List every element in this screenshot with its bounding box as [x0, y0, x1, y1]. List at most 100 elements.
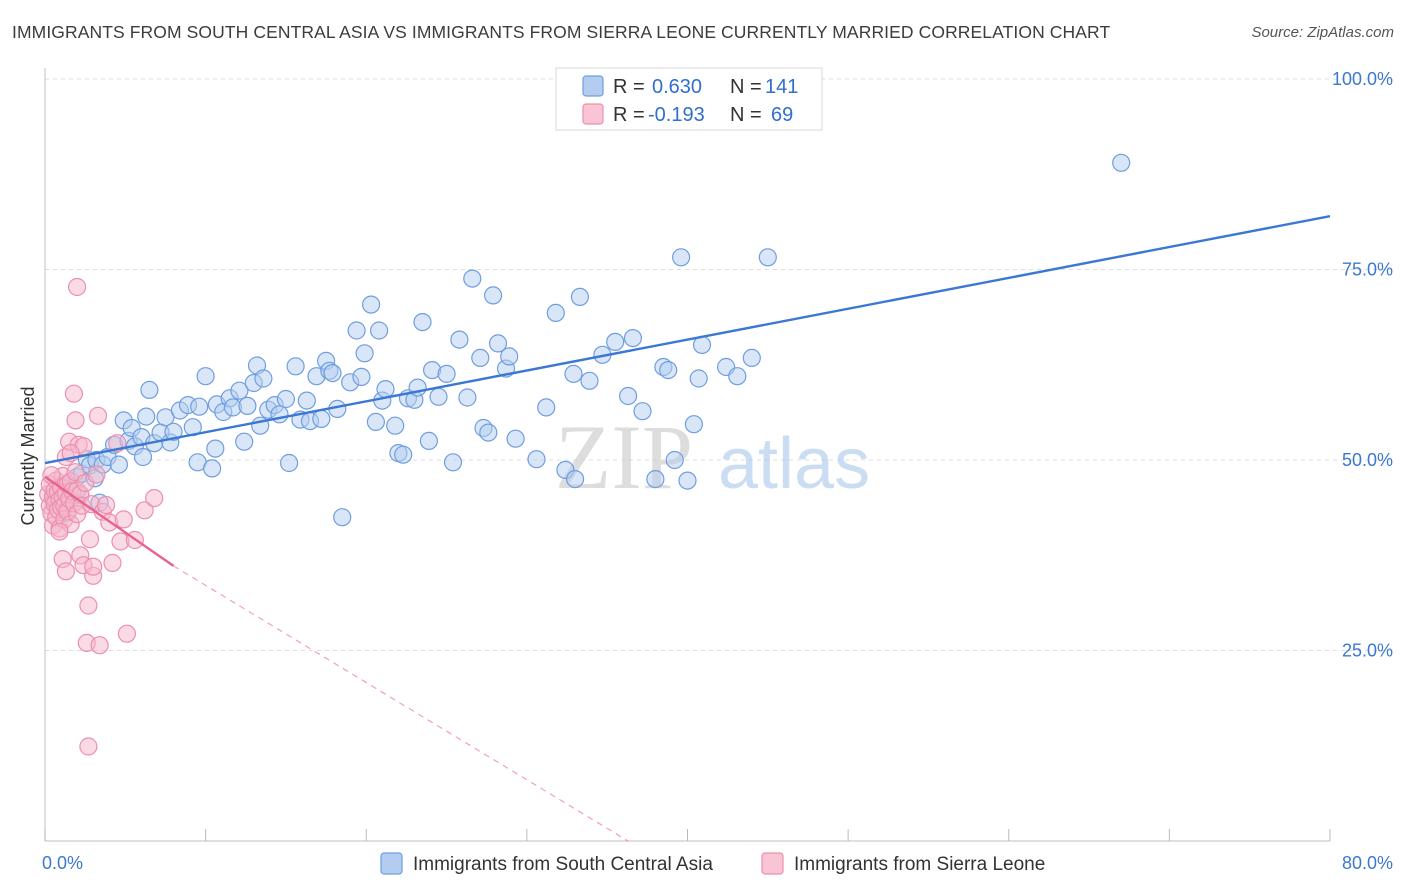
chart-source: Source: ZipAtlas.com: [1251, 24, 1394, 41]
point-south-central-asia: [355, 344, 374, 363]
point-south-central-asia: [333, 508, 352, 527]
watermark-atlas: atlas: [718, 424, 870, 504]
point-south-central-asia: [140, 380, 159, 399]
point-south-central-asia: [742, 348, 761, 367]
point-south-central-asia: [1112, 153, 1131, 172]
legend-n-value-blue: 141: [765, 76, 798, 98]
point-south-central-asia: [230, 381, 249, 400]
point-sierra-leone: [56, 562, 76, 581]
point-sierra-leone: [88, 406, 108, 425]
point-south-central-asia: [665, 450, 684, 470]
point-south-central-asia: [394, 445, 413, 464]
point-south-central-asia: [323, 364, 342, 383]
point-south-central-asia: [463, 269, 482, 288]
point-south-central-asia: [527, 450, 546, 469]
y-tick-label: 25.0%: [1342, 641, 1393, 661]
point-south-central-asia: [297, 391, 316, 410]
point-south-central-asia: [618, 386, 638, 406]
point-south-central-asia: [352, 367, 371, 386]
point-south-central-asia: [137, 407, 156, 426]
chart-title: IMMIGRANTS FROM SOUTH CENTRAL ASIA VS IM…: [12, 22, 1111, 42]
series-legend: Immigrants from South Central Asia Immig…: [380, 852, 1045, 875]
point-south-central-asia: [386, 416, 405, 435]
point-south-central-asia: [659, 361, 678, 380]
point-south-central-asia: [565, 470, 585, 489]
trend-lines: [44, 214, 1331, 842]
point-south-central-asia: [633, 402, 652, 421]
y-axis-tick-labels: 25.0% 50.0% 75.0% 100.0%: [1332, 69, 1393, 661]
point-south-central-asia: [437, 364, 456, 383]
legend-n-value-pink: 69: [771, 104, 793, 126]
y-tick-label: 50.0%: [1342, 450, 1393, 470]
point-south-central-asia: [347, 321, 366, 340]
point-sierra-leone: [145, 489, 164, 508]
point-south-central-asia: [564, 364, 583, 383]
point-south-central-asia: [471, 348, 490, 367]
point-south-central-asia: [376, 380, 395, 399]
point-south-central-asia: [280, 453, 299, 473]
point-sierra-leone: [90, 636, 109, 655]
point-south-central-asia: [366, 412, 385, 431]
point-sierra-leone: [79, 596, 98, 615]
trend-line-sierra-leone-extension: [173, 565, 629, 842]
point-sierra-leone: [96, 495, 116, 515]
point-sierra-leone: [84, 557, 103, 576]
series-legend-swatch-blue: [380, 852, 403, 875]
point-south-central-asia: [419, 431, 438, 450]
point-sierra-leone: [50, 522, 69, 541]
points-layer: [39, 153, 1131, 756]
legend-r-value-blue: 0.630: [652, 76, 702, 98]
correlation-legend: R = 0.630 N = 141 R = -0.193 N = 69: [555, 67, 823, 131]
grid-lines: [45, 78, 1392, 651]
trend-line-south-central-asia: [44, 214, 1331, 465]
point-sierra-leone: [117, 624, 137, 643]
series-legend-label-pink: Immigrants from Sierra Leone: [794, 854, 1045, 875]
series-legend-swatch-pink: [761, 852, 784, 875]
point-south-central-asia: [370, 321, 389, 340]
point-south-central-asia: [623, 329, 643, 348]
x-axis-ticks: [44, 829, 1331, 841]
point-south-central-asia: [235, 432, 254, 451]
y-tick-label: 75.0%: [1342, 260, 1393, 280]
point-south-central-asia: [646, 470, 665, 489]
point-sierra-leone: [135, 501, 154, 520]
point-sierra-leone: [64, 384, 84, 403]
point-south-central-asia: [758, 248, 777, 267]
point-south-central-asia: [238, 396, 257, 415]
point-south-central-asia: [458, 388, 477, 407]
point-sierra-leone: [87, 465, 106, 484]
point-sierra-leone: [67, 277, 87, 297]
point-south-central-asia: [203, 459, 222, 478]
point-south-central-asia: [312, 409, 331, 428]
point-south-central-asia: [580, 371, 599, 390]
point-south-central-asia: [276, 389, 295, 409]
y-tick-label: 100.0%: [1332, 69, 1393, 89]
point-south-central-asia: [286, 357, 305, 376]
legend-swatch-pink: [582, 103, 604, 125]
point-south-central-asia: [479, 423, 498, 442]
point-south-central-asia: [450, 330, 469, 349]
legend-n-label-pink: N =: [730, 104, 762, 126]
point-south-central-asia: [537, 398, 556, 417]
point-south-central-asia: [506, 429, 525, 448]
point-south-central-asia: [362, 295, 381, 314]
point-sierra-leone: [103, 553, 122, 573]
legend-r-label-pink: R =: [613, 104, 645, 126]
point-south-central-asia: [684, 415, 704, 434]
point-south-central-asia: [429, 387, 448, 406]
point-south-central-asia: [728, 367, 747, 386]
point-south-central-asia: [109, 455, 129, 474]
point-south-central-asia: [196, 367, 215, 386]
point-south-central-asia: [488, 334, 508, 353]
point-south-central-asia: [689, 369, 708, 388]
point-south-central-asia: [413, 313, 432, 332]
legend-swatch-blue: [582, 75, 604, 97]
y-axis-title: Currently Married: [18, 386, 38, 525]
series-legend-label-blue: Immigrants from South Central Asia: [413, 854, 713, 875]
point-south-central-asia: [190, 397, 209, 416]
point-sierra-leone: [66, 411, 85, 430]
x-tick-label-max: 80.0%: [1342, 853, 1393, 873]
point-south-central-asia: [570, 287, 590, 306]
point-south-central-asia: [443, 453, 463, 472]
point-south-central-asia: [133, 447, 153, 467]
